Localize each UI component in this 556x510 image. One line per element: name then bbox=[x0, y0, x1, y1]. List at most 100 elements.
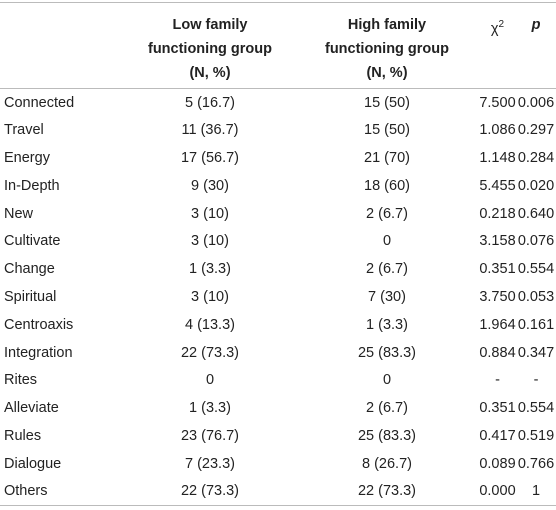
table-cell: 5 (16.7) bbox=[185, 94, 235, 111]
row-label: Cultivate bbox=[4, 233, 61, 250]
header-row: Low family functioning group (N, %) High… bbox=[0, 2, 556, 89]
table-cell: 9 (30) bbox=[191, 177, 229, 194]
table-cell: 0 bbox=[382, 372, 392, 389]
table-cell: 0.297 bbox=[517, 122, 555, 139]
table-cell: 3.750 bbox=[479, 288, 516, 305]
table-cell: 4 (13.3) bbox=[185, 316, 235, 333]
table-cell: 0.161 bbox=[517, 316, 555, 333]
table-cell: 1 bbox=[531, 483, 541, 500]
row-label: Energy bbox=[4, 149, 50, 166]
table-cell: 11 (36.7) bbox=[181, 122, 239, 139]
table-row: Centroaxis 4 (13.3) 1 (3.3) 1.964 0.161 bbox=[0, 311, 556, 339]
table-cell: - bbox=[533, 372, 539, 389]
table-cell: 18 (60) bbox=[364, 177, 410, 194]
table-row: Integration 22 (73.3) 25 (83.3) 0.884 0.347 bbox=[0, 339, 556, 367]
table-cell: 3.158 bbox=[479, 233, 516, 250]
table-cell: 0.884 bbox=[479, 344, 516, 361]
table-cell: 7 (30) bbox=[368, 288, 406, 305]
table-cell: 2 (6.7) bbox=[366, 205, 408, 222]
row-label: Alleviate bbox=[4, 400, 59, 417]
table-row: Dialogue 7 (23.3) 8 (26.7) 0.089 0.766 bbox=[0, 450, 556, 478]
table-cell: 3 (10) bbox=[191, 205, 229, 222]
table-cell: 7 (23.3) bbox=[185, 455, 235, 472]
header-text: functioning group bbox=[147, 41, 273, 57]
table-cell: 0.519 bbox=[517, 427, 555, 444]
header-cell: Low family functioning group (N, %) bbox=[125, 3, 295, 89]
table-cell: 1.148 bbox=[479, 149, 516, 166]
table-cell: 22 (73.3) bbox=[180, 344, 240, 361]
row-label: Travel bbox=[4, 122, 44, 139]
table-cell: 0.089 bbox=[479, 455, 516, 472]
table-cell: 7.500 bbox=[479, 94, 516, 111]
header-cell: High family functioning group (N, %) bbox=[295, 3, 479, 89]
row-label: Dialogue bbox=[4, 455, 62, 472]
header-cell: p bbox=[516, 3, 556, 89]
table-row: Cultivate 3 (10) 0 3.158 0.076 bbox=[0, 227, 556, 255]
table-cell: 22 (73.3) bbox=[180, 483, 240, 500]
table-cell: 17 (56.7) bbox=[180, 149, 240, 166]
table-cell: 25 (83.3) bbox=[357, 427, 417, 444]
table-cell: 2 (6.7) bbox=[366, 400, 408, 417]
table-row: In-Depth 9 (30) 18 (60) 5.455 0.020 bbox=[0, 172, 556, 200]
table-cell: 0 bbox=[382, 233, 392, 250]
table-cell: 3 (10) bbox=[191, 233, 229, 250]
table-row: Connected 5 (16.7) 15 (50) 7.500 0.006 bbox=[0, 89, 556, 117]
table-cell: 1.964 bbox=[479, 316, 516, 333]
table-row: Change 1 (3.3) 2 (6.7) 0.351 0.554 bbox=[0, 255, 556, 283]
table-cell: 0.766 bbox=[517, 455, 555, 472]
header-text: High family bbox=[347, 17, 427, 33]
table-row: Rules 23 (76.7) 25 (83.3) 0.417 0.519 bbox=[0, 422, 556, 450]
table-cell: 1.086 bbox=[479, 122, 516, 139]
table-cell: 22 (73.3) bbox=[357, 483, 417, 500]
table-cell: 0.020 bbox=[517, 177, 555, 194]
table-cell: 25 (83.3) bbox=[357, 344, 417, 361]
table-cell: 0.006 bbox=[517, 94, 555, 111]
table-row: Alleviate 1 (3.3) 2 (6.7) 0.351 0.554 bbox=[0, 394, 556, 422]
table-cell: 1 (3.3) bbox=[366, 316, 408, 333]
row-label: Spiritual bbox=[4, 288, 57, 305]
table-cell: 0.417 bbox=[479, 427, 516, 444]
table-cell: 2 (6.7) bbox=[366, 261, 408, 278]
table-row: Others 22 (73.3) 22 (73.3) 0.000 1 bbox=[0, 478, 556, 506]
table-cell: 8 (26.7) bbox=[362, 455, 412, 472]
header-cell bbox=[0, 3, 125, 89]
header-text: (N, %) bbox=[366, 65, 408, 81]
table-cell: 0.351 bbox=[479, 261, 516, 278]
header-text: (N, %) bbox=[189, 65, 231, 81]
row-label: Centroaxis bbox=[4, 316, 74, 333]
table-row: Energy 17 (56.7) 21 (70) 1.148 0.284 bbox=[0, 144, 556, 172]
table-cell: 0.076 bbox=[517, 233, 555, 250]
table-cell: 0.554 bbox=[517, 400, 555, 417]
table-cell: 0.053 bbox=[517, 288, 555, 305]
table-cell: 5.455 bbox=[479, 177, 516, 194]
table-cell: 1 (3.3) bbox=[189, 400, 231, 417]
table-cell: 0.347 bbox=[517, 344, 555, 361]
row-label: Rules bbox=[4, 427, 42, 444]
table-cell: - bbox=[495, 372, 500, 389]
table-cell: 1 (3.3) bbox=[189, 261, 231, 278]
table-body: Connected 5 (16.7) 15 (50) 7.500 0.006 Travel… bbox=[0, 89, 556, 506]
row-label: In-Depth bbox=[4, 177, 60, 194]
table-cell: 21 (70) bbox=[364, 149, 410, 166]
table-cell: 23 (76.7) bbox=[180, 427, 240, 444]
table-row: Travel 11 (36.7) 15 (50) 1.086 0.297 bbox=[0, 116, 556, 144]
row-label: New bbox=[4, 205, 34, 222]
table-row: New 3 (10) 2 (6.7) 0.218 0.640 bbox=[0, 200, 556, 228]
header-text: functioning group bbox=[324, 41, 450, 57]
header-text: p bbox=[531, 17, 541, 33]
header-cell: χ2 bbox=[479, 3, 516, 89]
table-cell: 0.640 bbox=[517, 205, 555, 222]
row-label: Rites bbox=[4, 372, 38, 389]
table-cell: 0.000 bbox=[479, 483, 516, 500]
header-text: Low family bbox=[172, 17, 248, 33]
table-cell: 0.284 bbox=[517, 149, 555, 166]
row-label: Integration bbox=[4, 344, 73, 361]
table-row: Rites 0 0 - - bbox=[0, 366, 556, 394]
row-label: Connected bbox=[4, 94, 75, 111]
table-row: Spiritual 3 (10) 7 (30) 3.750 0.053 bbox=[0, 283, 556, 311]
table-cell: 0 bbox=[205, 372, 215, 389]
row-label: Others bbox=[4, 483, 48, 500]
table-cell: 0.351 bbox=[479, 400, 516, 417]
table-cell: 0.554 bbox=[517, 261, 555, 278]
